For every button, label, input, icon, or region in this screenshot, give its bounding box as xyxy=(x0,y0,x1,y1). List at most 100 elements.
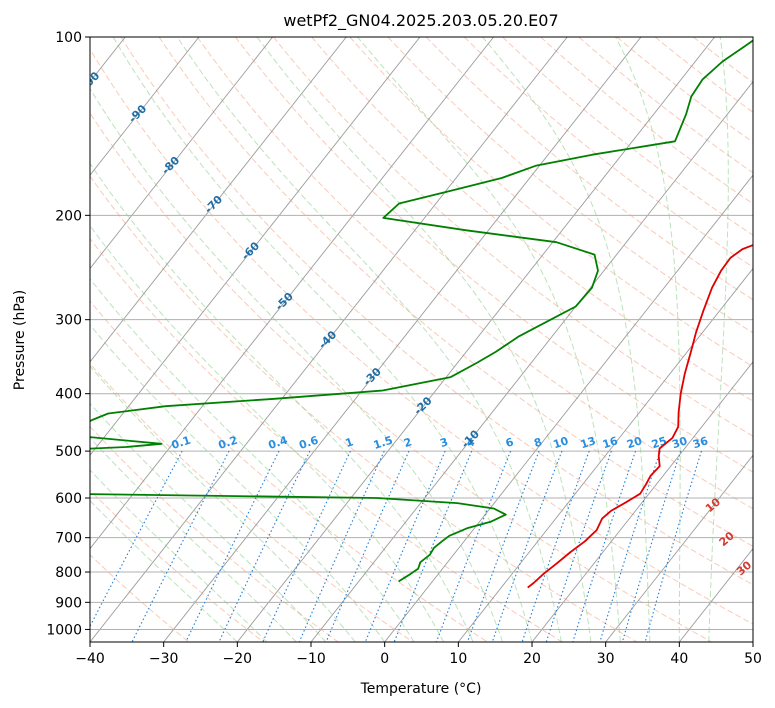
dry-adiabat-line xyxy=(540,37,753,205)
x-tick-label: 10 xyxy=(449,651,467,667)
moist-adiabat-line xyxy=(90,402,327,642)
dry-adiabat-line xyxy=(120,37,753,586)
moist-adiabat-line xyxy=(90,324,386,642)
y-tick-label: 500 xyxy=(55,444,82,460)
mixing-ratio-label: 16 xyxy=(601,434,620,451)
isotherm-line xyxy=(90,37,568,642)
moist-adiabat-line xyxy=(90,437,297,642)
mixing-ratio-line xyxy=(572,450,637,642)
moist-adiabat-line xyxy=(482,37,651,642)
y-tick-label: 600 xyxy=(55,491,82,507)
mixing-ratio-label: 10 xyxy=(551,434,570,451)
mixing-ratio-label: 0.2 xyxy=(217,434,240,452)
isotherm-line xyxy=(236,37,715,642)
y-tick-label: 200 xyxy=(55,208,82,224)
mixing-ratio-line xyxy=(435,450,512,642)
x-tick-label: −10 xyxy=(296,651,326,667)
mixing-ratio-label: 1.5 xyxy=(372,434,395,452)
mixing-ratio-line xyxy=(185,450,280,642)
mixing-ratio-label: 0.6 xyxy=(297,433,320,451)
dry-adiabat-line xyxy=(616,37,753,143)
background-lines xyxy=(90,37,753,642)
mixing-ratio-label: 0.4 xyxy=(267,433,290,451)
isotherm-line xyxy=(90,37,273,270)
y-axis-ticks: 100 200 300 400 500 600 700 800 900 1000 xyxy=(46,30,90,638)
mixing-ratio-line xyxy=(466,450,540,642)
mixing-ratio-label: 20 xyxy=(625,434,644,451)
dry-adiabat-line xyxy=(158,37,753,547)
x-tick-label: −30 xyxy=(149,651,179,667)
profile-series xyxy=(90,39,753,589)
x-tick-label: 40 xyxy=(670,651,688,667)
isotherm-line xyxy=(90,37,494,550)
y-tick-label: 800 xyxy=(55,565,82,581)
y-tick-label: 700 xyxy=(55,531,82,547)
dry-adiabat-label: 30 xyxy=(734,558,754,578)
x-tick-label: 30 xyxy=(597,651,615,667)
dry-adiabat-line xyxy=(90,237,563,642)
dry-adiabat-line xyxy=(90,48,753,625)
moist-adiabat-line xyxy=(112,37,533,642)
x-tick-label: 20 xyxy=(523,651,541,667)
mixing-ratio-line xyxy=(393,450,473,642)
plot-frame xyxy=(89,36,754,643)
mixing-ratio-label: 25 xyxy=(650,434,669,451)
y-tick-label: 100 xyxy=(55,30,82,46)
moist-adiabat-line xyxy=(90,87,503,642)
mixing-ratio-label: 4 xyxy=(465,435,477,450)
mixing-ratio-label: 0.1 xyxy=(170,434,193,452)
moist-adiabat-line xyxy=(357,37,621,642)
y-tick-label: 900 xyxy=(55,595,82,611)
isotherm-line xyxy=(457,267,753,642)
mixing-ratio-line xyxy=(491,450,563,642)
chart-title: wetPf2_GN04.2025.203.05.20.E07 xyxy=(283,11,558,31)
dry-adiabat-line xyxy=(90,425,339,642)
mixing-ratio-label: 3 xyxy=(438,435,449,450)
moist-adiabat-line xyxy=(90,365,356,642)
dry-adiabat-line xyxy=(90,112,712,642)
y-tick-label: 400 xyxy=(55,387,82,403)
dry-adiabat-line xyxy=(90,175,638,642)
mixing-ratio-label: 2 xyxy=(402,435,413,450)
temperature-profile-line xyxy=(527,244,753,589)
x-tick-label: −40 xyxy=(75,651,105,667)
mixing-ratio-label: 30 xyxy=(670,434,689,451)
isotherm-line xyxy=(90,37,347,363)
mixing-ratio-line xyxy=(131,450,230,642)
x-tick-label: −20 xyxy=(223,651,253,667)
dewpoint-profile-line xyxy=(90,39,753,583)
mixing-ratio-label: 36 xyxy=(691,434,710,451)
isotherm-line xyxy=(310,80,753,642)
moist-adiabat-line xyxy=(176,37,562,642)
dry-adiabat-line xyxy=(425,37,753,301)
moist-adiabat-line xyxy=(90,162,474,642)
mixing-ratio-label: 6 xyxy=(504,435,516,450)
y-axis-label: Pressure (hPa) xyxy=(12,290,28,390)
isotherm-line xyxy=(605,454,753,642)
mixing-ratio-line xyxy=(644,450,703,642)
dry-adiabat-line xyxy=(502,37,753,236)
dry-adiabat-line xyxy=(349,37,753,368)
isotherm-line xyxy=(531,361,753,642)
moist-adiabat-line xyxy=(708,37,729,642)
dry-adiabat-line xyxy=(90,489,264,642)
mixing-ratio-line xyxy=(218,450,311,642)
x-tick-label: 50 xyxy=(744,651,762,667)
y-tick-label: 300 xyxy=(55,313,82,329)
isotherm-line xyxy=(90,37,421,456)
mixing-ratio-line xyxy=(262,450,351,642)
isotherm-line xyxy=(384,174,753,642)
moist-adiabat-line xyxy=(90,224,445,642)
x-axis-ticks: −40 −30 −20 −10 0 10 20 30 40 50 xyxy=(75,642,762,667)
dry-adiabat-line xyxy=(90,300,488,642)
moist-adiabat-line xyxy=(256,37,592,642)
mixing-ratio-line xyxy=(621,450,682,642)
mixing-ratio-label: 13 xyxy=(579,434,598,451)
mixing-ratio-label: 8 xyxy=(532,435,543,450)
x-axis-label: Temperature (°C) xyxy=(360,681,482,697)
dry-adiabat-line xyxy=(90,362,414,642)
mixing-ratio-line xyxy=(545,450,612,642)
y-tick-label: 1000 xyxy=(46,622,82,638)
